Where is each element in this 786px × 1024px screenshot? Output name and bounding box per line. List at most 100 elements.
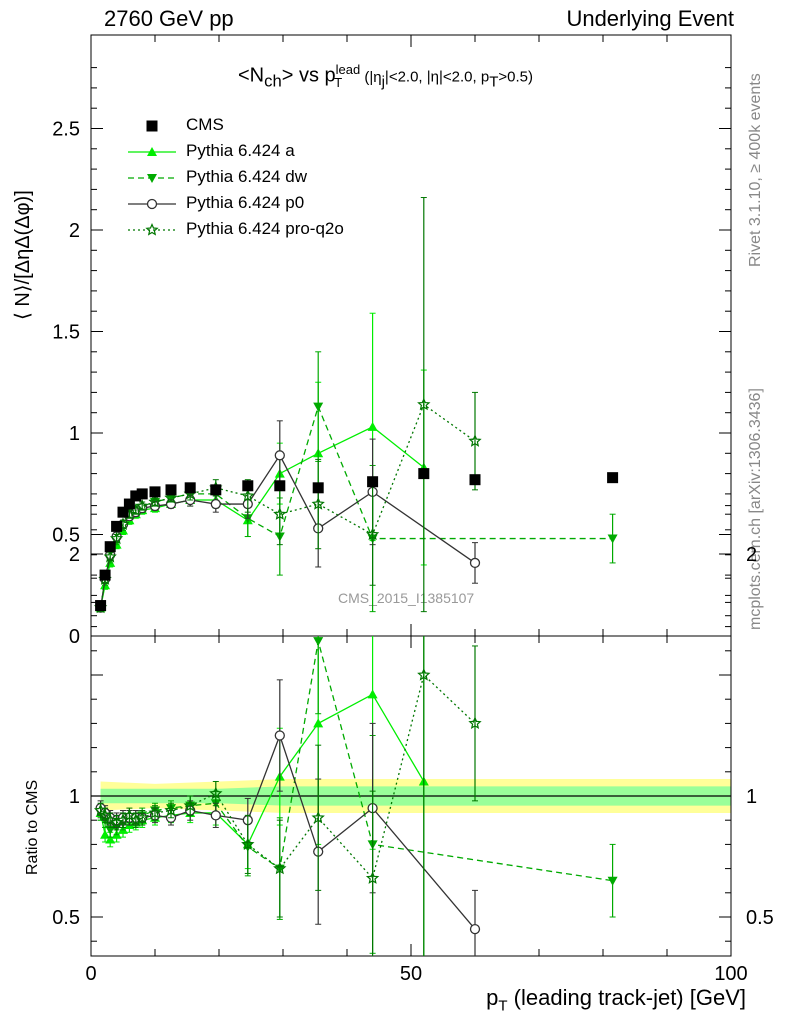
legend-label: Pythia 6.424 pro-q2o bbox=[186, 219, 344, 238]
legend-swatch bbox=[146, 120, 158, 132]
data-point bbox=[117, 506, 129, 518]
data-point bbox=[365, 871, 380, 884]
series-line bbox=[99, 426, 425, 608]
data-point bbox=[367, 689, 378, 699]
data-point bbox=[469, 923, 481, 935]
data-point bbox=[210, 484, 222, 496]
data-point bbox=[183, 798, 197, 812]
y-tick-label-ratio: 0.5 bbox=[52, 907, 80, 929]
data-point bbox=[111, 520, 123, 532]
data-point bbox=[123, 498, 135, 510]
data-point bbox=[274, 480, 286, 492]
y-tick-label-main: 1.5 bbox=[52, 322, 80, 344]
x-tick-label: 50 bbox=[400, 963, 422, 985]
legend-swatch bbox=[128, 198, 176, 210]
data-point bbox=[210, 498, 221, 510]
y-tick-label-main: 2.5 bbox=[52, 119, 80, 141]
main-series-pythia-6-424-dw bbox=[95, 351, 618, 613]
data-point bbox=[135, 499, 149, 512]
data-point bbox=[367, 421, 378, 431]
data-point bbox=[607, 876, 618, 886]
data-point bbox=[607, 472, 619, 484]
data-point bbox=[418, 468, 430, 480]
header-energy-label: 2760 GeV pp bbox=[104, 6, 234, 31]
legend-marker bbox=[146, 198, 158, 210]
data-point bbox=[103, 813, 117, 826]
legend-marker bbox=[146, 120, 158, 132]
legend-label: CMS bbox=[186, 115, 224, 134]
legend-swatch bbox=[128, 147, 176, 156]
data-point bbox=[313, 718, 324, 728]
data-point bbox=[313, 402, 324, 412]
series-line bbox=[100, 673, 476, 880]
y-tick-label-main: 1 bbox=[69, 423, 80, 445]
header-analysis-label: Underlying Event bbox=[566, 6, 734, 31]
series-line bbox=[100, 640, 613, 882]
data-point bbox=[468, 716, 482, 730]
legend-marker bbox=[145, 222, 159, 236]
data-point bbox=[105, 834, 116, 844]
y-tick-label-ratio-right: 0.5 bbox=[746, 907, 774, 929]
legend-label: Pythia 6.424 p0 bbox=[186, 193, 305, 212]
ratio-series-pythia-6-424-pro-q2o bbox=[93, 636, 482, 956]
legend-marker bbox=[147, 174, 157, 183]
data-point bbox=[210, 810, 221, 821]
legend-swatch bbox=[128, 174, 176, 183]
x-tick-label: 0 bbox=[85, 963, 96, 985]
data-point bbox=[109, 531, 124, 545]
data-point bbox=[130, 490, 142, 502]
data-point bbox=[99, 569, 111, 581]
data-point bbox=[469, 474, 481, 486]
y-tick-label-ratio-right: 1 bbox=[746, 786, 757, 808]
data-point bbox=[100, 829, 111, 839]
data-point bbox=[311, 810, 325, 824]
plot-title: <Nch> vs pleadT (|ηj|<2.0, |η|<2.0, pT>0… bbox=[238, 62, 533, 91]
data-point bbox=[93, 803, 108, 817]
legend-marker bbox=[147, 147, 157, 156]
data-point bbox=[468, 434, 482, 447]
legend-label: Pythia 6.424 a bbox=[186, 141, 295, 160]
data-point bbox=[136, 488, 148, 500]
legend-swatch bbox=[128, 222, 176, 236]
main-series-pythia-6-424-p0 bbox=[95, 420, 481, 613]
series-line bbox=[99, 693, 425, 846]
data-point bbox=[607, 534, 618, 544]
data-point bbox=[122, 808, 137, 822]
y-tick-label-ratio: 1 bbox=[69, 786, 80, 808]
data-point bbox=[417, 397, 431, 411]
data-point bbox=[274, 450, 285, 461]
data-point bbox=[209, 786, 223, 800]
data-point bbox=[365, 527, 380, 541]
main-series-cms bbox=[95, 468, 619, 612]
data-point bbox=[241, 488, 255, 502]
data-point bbox=[135, 810, 149, 824]
data-point bbox=[313, 637, 324, 647]
x-tick-label: 100 bbox=[714, 963, 747, 985]
data-point bbox=[164, 803, 178, 817]
data-point bbox=[104, 541, 116, 553]
series-line bbox=[99, 404, 613, 608]
data-point bbox=[164, 490, 178, 504]
main-series-pythia-6-424-a bbox=[95, 312, 429, 613]
data-point bbox=[149, 486, 161, 498]
data-point bbox=[184, 482, 196, 494]
x-axis-label: pT (leading track-jet) [GeV] bbox=[486, 985, 746, 1015]
data-point bbox=[241, 837, 255, 851]
data-point bbox=[98, 808, 112, 822]
data-point bbox=[469, 557, 481, 569]
y-tick-label-main: 0.5 bbox=[52, 525, 80, 547]
data-point bbox=[165, 484, 177, 496]
data-point bbox=[417, 667, 431, 681]
data-point bbox=[367, 476, 379, 488]
y-tick-label-ratio-right: 2 bbox=[746, 544, 757, 566]
data-point bbox=[274, 730, 285, 741]
data-point bbox=[242, 480, 254, 492]
y-tick-label-main: 2 bbox=[69, 220, 80, 242]
data-point bbox=[312, 482, 324, 494]
y-tick-label-main: 0 bbox=[69, 626, 80, 648]
series-line bbox=[99, 403, 476, 608]
data-point bbox=[273, 861, 287, 875]
data-point bbox=[103, 549, 117, 563]
data-point bbox=[311, 496, 325, 510]
